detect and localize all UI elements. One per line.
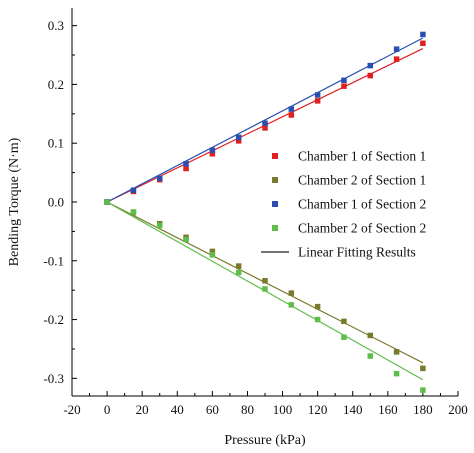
x-tick-label: -20 (63, 402, 80, 417)
data-point (341, 77, 347, 84)
x-tick-label: 80 (241, 402, 254, 417)
data-point (288, 302, 295, 308)
data-point (262, 286, 268, 292)
legend-marker (272, 201, 278, 207)
data-point (420, 31, 426, 38)
data-point (367, 332, 374, 339)
y-tick-label: -0.2 (43, 312, 64, 327)
legend-marker (272, 225, 278, 231)
x-tick-label: 40 (171, 402, 184, 417)
data-point (104, 199, 110, 205)
data-point (367, 72, 374, 79)
data-point (367, 353, 374, 359)
data-point (235, 269, 242, 276)
data-point (393, 349, 400, 355)
legend-label: Linear Fitting Results (298, 245, 416, 260)
legend-marker (272, 177, 278, 183)
data-point (341, 83, 347, 89)
x-tick-label: 20 (136, 402, 149, 417)
data-point (156, 222, 163, 229)
data-point (420, 40, 426, 47)
x-axis-title: Pressure (kPa) (224, 433, 306, 448)
data-point (367, 62, 374, 69)
x-tick-label: 0 (104, 402, 111, 417)
x-tick-label: 180 (413, 402, 433, 417)
x-tick-label: 140 (343, 402, 363, 417)
data-point (209, 151, 216, 157)
data-point (393, 46, 400, 52)
legend-marker (272, 153, 278, 159)
data-point (288, 290, 295, 296)
data-point (420, 365, 426, 372)
legend-label: Chamber 1 of Section 1 (298, 149, 426, 164)
y-tick-label: -0.1 (43, 253, 64, 268)
legend-label: Chamber 1 of Section 2 (298, 197, 426, 212)
y-tick-label: 0.2 (48, 77, 64, 92)
y-axis-title: Bending Torque (N·m) (7, 137, 22, 266)
data-point (314, 98, 321, 104)
x-tick-label: 200 (448, 402, 468, 417)
x-tick-label: 60 (206, 402, 219, 417)
legend-label: Chamber 2 of Section 2 (298, 221, 426, 236)
x-tick-label: 160 (378, 402, 398, 417)
data-point (156, 175, 163, 182)
x-tick-label: 120 (308, 402, 328, 417)
data-point (183, 236, 189, 243)
data-point (130, 187, 137, 193)
y-tick-label: -0.3 (43, 371, 64, 386)
data-point (341, 334, 347, 340)
data-point (393, 370, 400, 377)
data-point (288, 106, 295, 112)
data-points-layer (104, 31, 426, 393)
data-point (235, 138, 242, 144)
data-point (314, 92, 321, 98)
data-point (262, 278, 268, 284)
legend-label: Chamber 2 of Section 1 (298, 173, 426, 188)
data-point (183, 161, 189, 167)
data-point (209, 147, 216, 154)
data-point (314, 303, 321, 310)
data-point (314, 316, 321, 323)
data-point (393, 56, 400, 62)
data-point (288, 112, 295, 118)
data-point (420, 387, 426, 393)
data-point (209, 252, 216, 258)
data-point (209, 248, 216, 255)
data-point (262, 125, 268, 131)
y-tick-label: 0.3 (48, 18, 64, 33)
data-point (235, 134, 242, 141)
data-point (130, 209, 137, 215)
data-point (183, 165, 189, 172)
y-tick-label: 0.0 (48, 195, 64, 210)
data-point (262, 120, 268, 126)
y-tick-label: 0.1 (48, 136, 64, 151)
data-point (341, 318, 347, 325)
axes-layer: -20 0 20 40 60 80 100 120 140 160 180 200 -0.3 -0.2 -0… (43, 8, 468, 417)
data-point (235, 263, 242, 269)
legend: Chamber 1 of Section 1 Chamber 2 of Secti… (261, 149, 426, 260)
x-tick-label: 100 (273, 402, 293, 417)
